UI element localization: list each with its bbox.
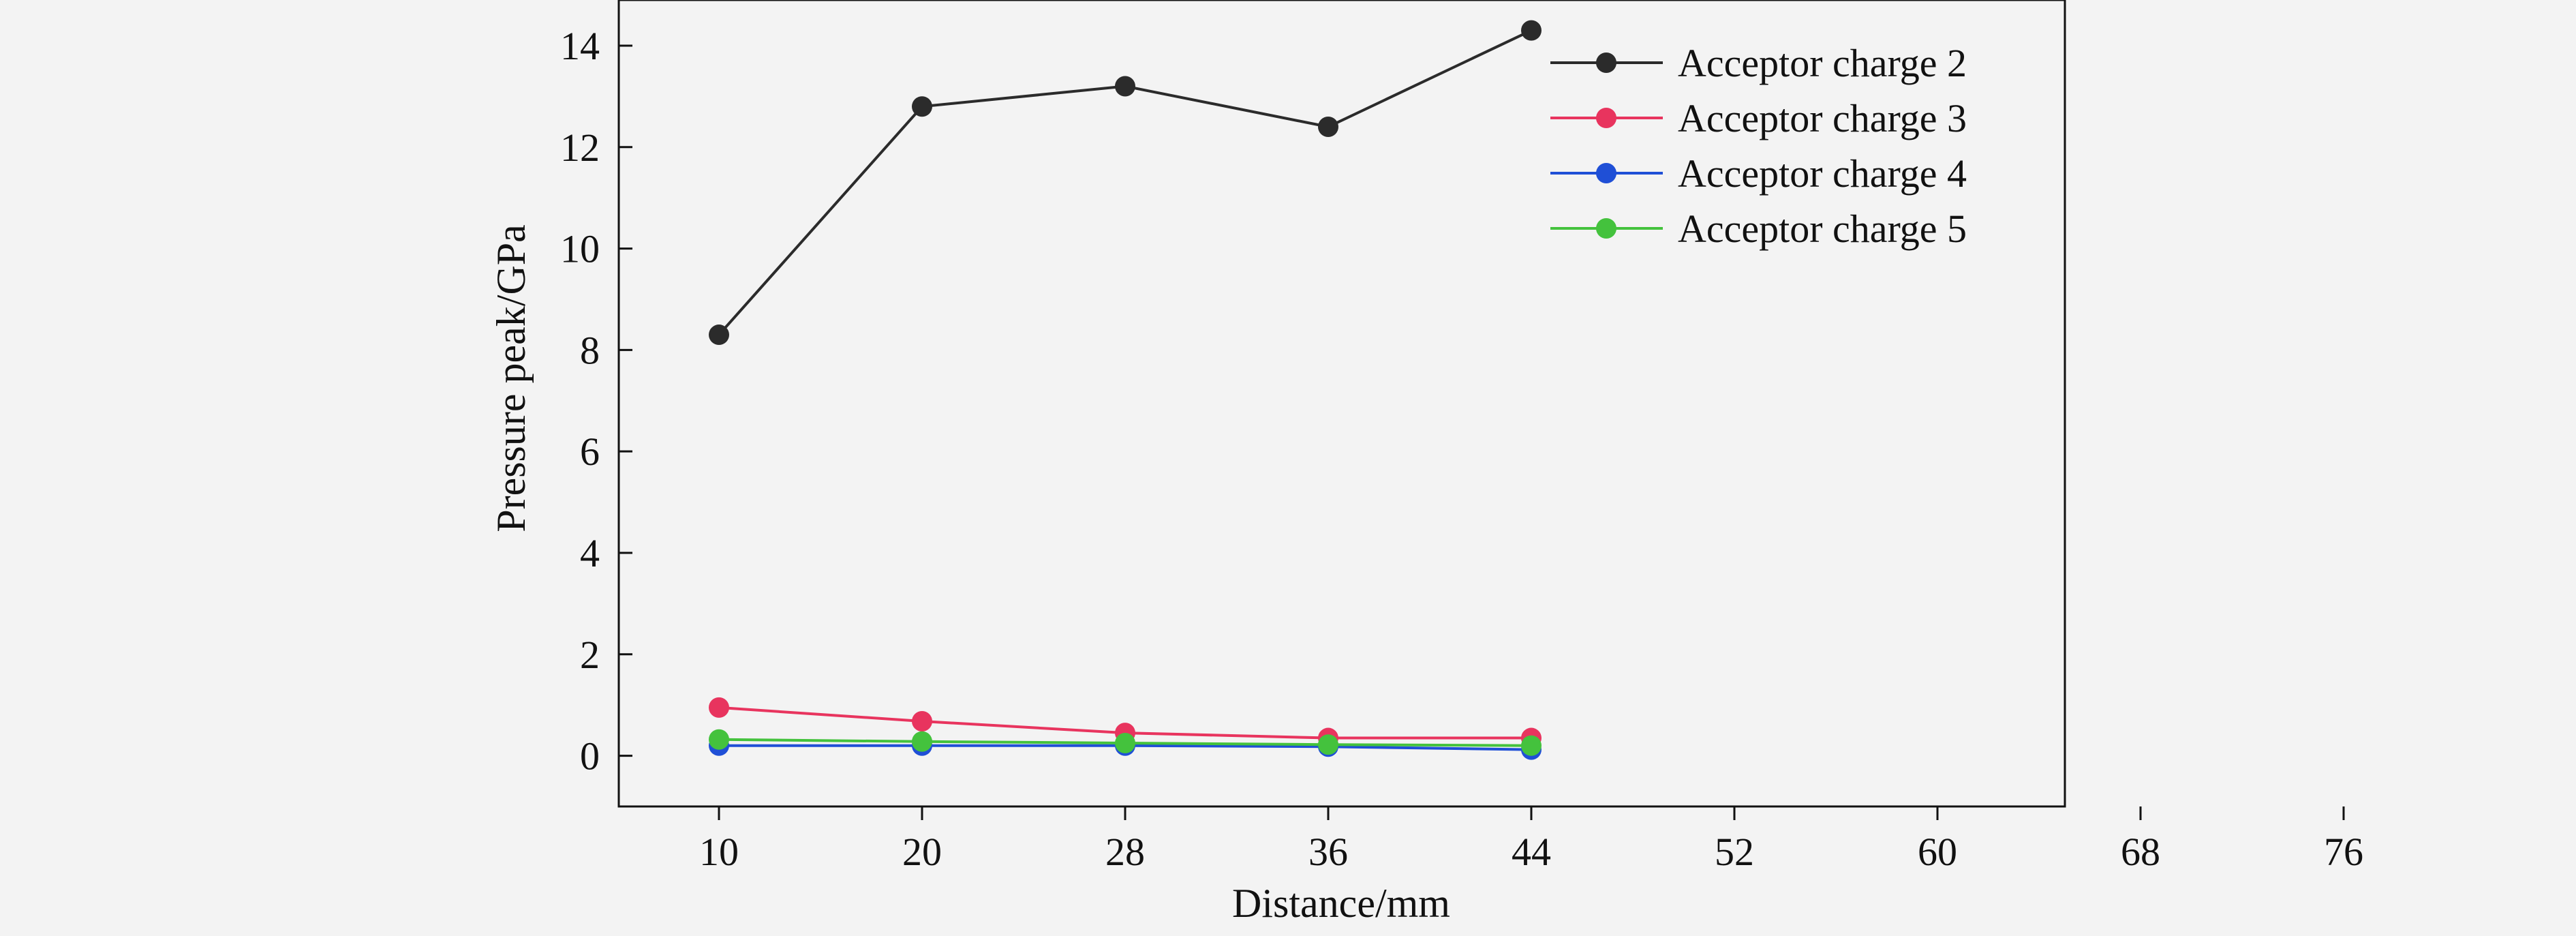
legend-item: Acceptor charge 3 xyxy=(1550,96,1967,140)
y-tick-label: 4 xyxy=(580,531,600,575)
legend-marker xyxy=(1596,163,1616,183)
y-axis-title: Pressure peak/GPa xyxy=(489,224,534,532)
x-tick-label: 36 xyxy=(1308,830,1348,874)
legend-label: Acceptor charge 5 xyxy=(1678,207,1967,251)
x-tick-label: 20 xyxy=(902,830,942,874)
y-tick-label: 12 xyxy=(560,125,600,170)
plot-frame xyxy=(617,0,2066,808)
y-tick-label: 2 xyxy=(580,633,600,677)
legend-label: Acceptor charge 4 xyxy=(1678,151,1967,196)
y-tick-label: 14 xyxy=(560,24,600,68)
data-point xyxy=(1115,76,1135,97)
data-point xyxy=(709,729,729,750)
x-tick-label: 76 xyxy=(2324,830,2363,874)
data-point xyxy=(1318,734,1338,755)
legend-marker xyxy=(1596,108,1616,128)
legend-marker xyxy=(1596,218,1616,239)
legend-label: Acceptor charge 3 xyxy=(1678,96,1967,140)
data-point xyxy=(912,731,932,752)
y-tick-label: 10 xyxy=(560,227,600,271)
data-point xyxy=(709,697,729,718)
x-tick-label: 44 xyxy=(1512,830,1551,874)
series-2 xyxy=(709,20,1542,346)
legend-item: Acceptor charge 4 xyxy=(1550,151,1967,196)
x-tick-label: 60 xyxy=(1918,830,1957,874)
data-point xyxy=(1115,732,1135,753)
data-point xyxy=(1521,735,1542,756)
x-tick-label: 52 xyxy=(1715,830,1754,874)
y-tick-label: 0 xyxy=(580,734,600,779)
legend-item: Acceptor charge 5 xyxy=(1550,207,1967,251)
x-tick-label: 10 xyxy=(699,830,739,874)
y-tick-label: 8 xyxy=(580,328,600,372)
data-point xyxy=(912,96,932,117)
data-point xyxy=(1318,117,1338,138)
data-point xyxy=(709,324,729,346)
legend-label: Acceptor charge 2 xyxy=(1678,41,1967,85)
series-layer xyxy=(709,20,1542,760)
data-point xyxy=(912,711,932,732)
x-axis-title: Distance/mm xyxy=(1232,881,1450,926)
y-tick-label: 6 xyxy=(580,429,600,474)
series-5 xyxy=(709,729,1542,756)
legend-item: Acceptor charge 2 xyxy=(1550,41,1967,85)
legend-marker xyxy=(1596,52,1616,73)
legend: Acceptor charge 2 Acceptor charge 3 Accept… xyxy=(1550,41,1967,251)
data-point xyxy=(1521,20,1542,41)
x-tick-label: 68 xyxy=(2121,830,2160,874)
x-tick-label: 28 xyxy=(1105,830,1145,874)
